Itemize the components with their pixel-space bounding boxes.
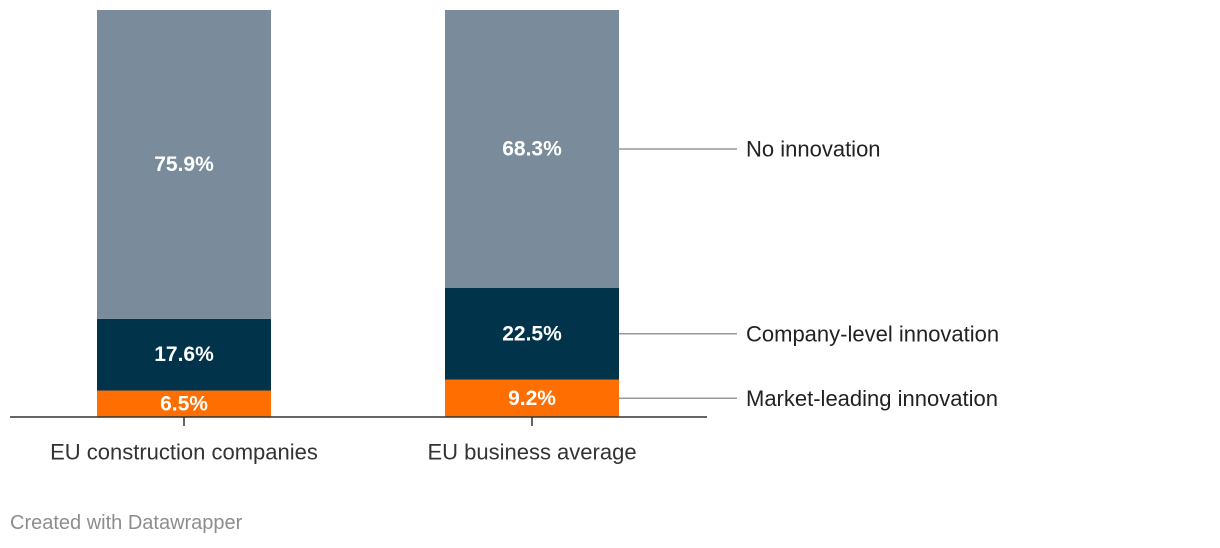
- x-tick-label-0: EU construction companies: [50, 440, 318, 465]
- legend-label-1: Company-level innovation: [746, 321, 999, 346]
- bar-segment-0-0: [97, 390, 271, 417]
- bar-segment-1-1: [445, 287, 619, 380]
- bar-segment-0-1: [97, 318, 271, 391]
- data-label-1-0: 9.2%: [508, 387, 556, 410]
- credit-text: Created with Datawrapper: [10, 512, 243, 534]
- data-label-0-0: 6.5%: [160, 392, 208, 415]
- data-label-1-1: 22.5%: [502, 322, 562, 345]
- legend-label-2: No innovation: [746, 136, 881, 161]
- data-label-1-2: 68.3%: [502, 137, 562, 160]
- bar-segment-1-0: [445, 379, 619, 417]
- legend-label-0: Market-leading innovation: [746, 386, 998, 411]
- bar-segment-0-2: [97, 10, 271, 319]
- data-label-0-2: 75.9%: [154, 153, 214, 176]
- data-label-0-1: 17.6%: [154, 343, 214, 366]
- bar-segment-1-2: [445, 10, 619, 288]
- x-tick-label-1: EU business average: [427, 440, 636, 465]
